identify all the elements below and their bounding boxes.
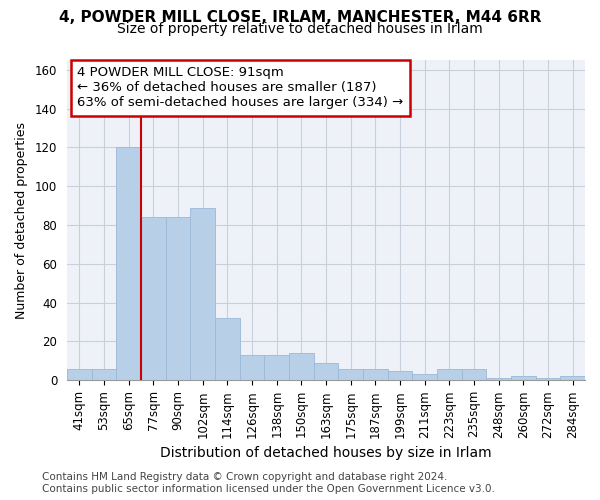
Bar xyxy=(141,217,166,380)
Bar xyxy=(487,378,511,380)
Text: Contains HM Land Registry data © Crown copyright and database right 2024.
Contai: Contains HM Land Registry data © Crown c… xyxy=(42,472,495,494)
Bar xyxy=(166,217,190,380)
Text: Size of property relative to detached houses in Irlam: Size of property relative to detached ho… xyxy=(117,22,483,36)
Y-axis label: Number of detached properties: Number of detached properties xyxy=(15,122,28,318)
Bar xyxy=(265,355,289,380)
Bar xyxy=(388,370,412,380)
Bar xyxy=(511,376,536,380)
Bar xyxy=(461,368,487,380)
Text: 4, POWDER MILL CLOSE, IRLAM, MANCHESTER, M44 6RR: 4, POWDER MILL CLOSE, IRLAM, MANCHESTER,… xyxy=(59,10,541,25)
Bar xyxy=(239,355,265,380)
Bar xyxy=(338,368,363,380)
Bar xyxy=(190,208,215,380)
Bar xyxy=(314,363,338,380)
Bar xyxy=(560,376,585,380)
Bar xyxy=(437,368,461,380)
Text: 4 POWDER MILL CLOSE: 91sqm
← 36% of detached houses are smaller (187)
63% of sem: 4 POWDER MILL CLOSE: 91sqm ← 36% of deta… xyxy=(77,66,404,110)
Bar xyxy=(289,353,314,380)
Bar xyxy=(116,148,141,380)
Bar xyxy=(412,374,437,380)
Bar xyxy=(215,318,239,380)
Bar xyxy=(92,368,116,380)
Bar xyxy=(67,368,92,380)
X-axis label: Distribution of detached houses by size in Irlam: Distribution of detached houses by size … xyxy=(160,446,492,460)
Bar xyxy=(536,378,560,380)
Bar xyxy=(363,368,388,380)
